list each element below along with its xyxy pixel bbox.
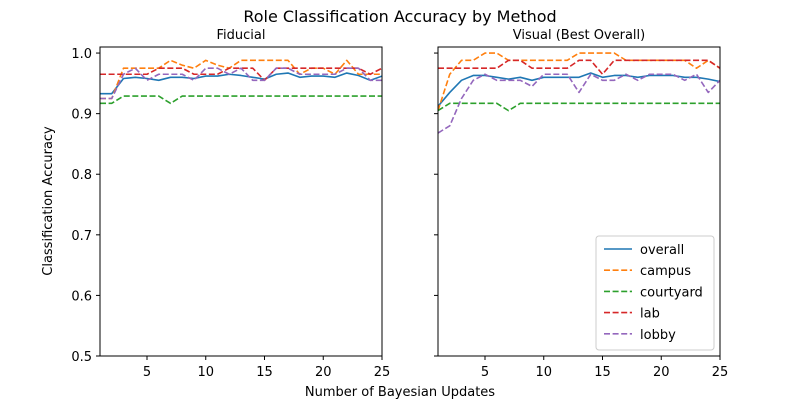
x-tick-label: 10 bbox=[535, 365, 552, 380]
y-tick-label: 0.9 bbox=[71, 108, 92, 123]
x-tick-label: 25 bbox=[712, 365, 729, 380]
legend-label-overall: overall bbox=[640, 243, 684, 258]
series-line-overall bbox=[438, 73, 720, 106]
panel-title: Fiducial bbox=[217, 28, 266, 43]
legend-label-campus: campus bbox=[640, 264, 691, 279]
series-line-courtyard bbox=[100, 96, 382, 103]
series-line-courtyard bbox=[438, 103, 720, 110]
legend-label-lobby: lobby bbox=[640, 328, 676, 343]
x-tick-label: 5 bbox=[143, 365, 151, 380]
y-tick-label: 0.6 bbox=[71, 289, 92, 304]
panel-1: Fiducial 5 10 15 20 25 0.5 0.6 0.7 0.8 0.9 1.0 bbox=[71, 28, 390, 380]
y-tick-label: 0.8 bbox=[71, 168, 92, 183]
series-group bbox=[100, 60, 382, 103]
legend: overall campus courtyard lab lobby bbox=[596, 236, 714, 350]
x-axis-label: Number of Bayesian Updates bbox=[305, 385, 495, 400]
series-line-lobby bbox=[100, 68, 382, 98]
y-axis-label: Classification Accuracy bbox=[41, 126, 56, 276]
x-tick-label: 15 bbox=[256, 365, 273, 380]
x-tick-label: 10 bbox=[197, 365, 214, 380]
y-tick-label: 0.5 bbox=[71, 350, 92, 365]
y-tick-label: 1.0 bbox=[71, 47, 92, 62]
x-tick-label: 20 bbox=[653, 365, 670, 380]
series-line-campus bbox=[100, 60, 382, 98]
x-tick-label: 25 bbox=[374, 365, 391, 380]
x-tick-label: 20 bbox=[315, 365, 332, 380]
panel-2: Visual (Best Overall) 5 10 15 20 25 overall cam… bbox=[434, 28, 728, 380]
x-tick-label: 5 bbox=[481, 365, 489, 380]
plot-frame bbox=[100, 47, 382, 356]
series-line-lab bbox=[438, 60, 720, 74]
x-tick-label: 15 bbox=[594, 365, 611, 380]
panel-title: Visual (Best Overall) bbox=[513, 28, 645, 43]
series-line-campus bbox=[438, 53, 720, 111]
legend-label-lab: lab bbox=[640, 307, 660, 322]
series-group bbox=[438, 53, 720, 133]
figure-title: Role Classification Accuracy by Method bbox=[243, 7, 556, 26]
legend-label-courtyard: courtyard bbox=[640, 285, 703, 300]
y-tick-label: 0.7 bbox=[71, 229, 92, 244]
